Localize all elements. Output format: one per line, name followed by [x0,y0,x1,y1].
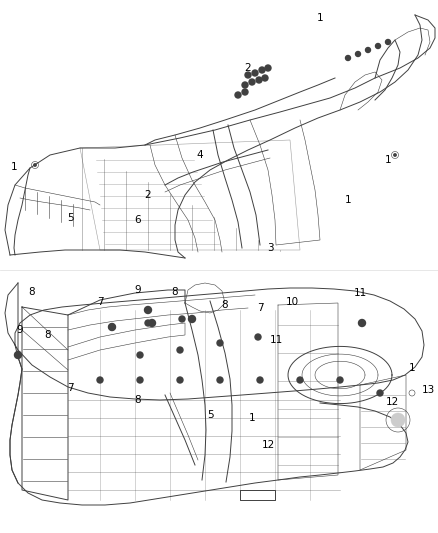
Circle shape [242,89,248,95]
Text: 8: 8 [172,287,178,297]
Circle shape [14,351,21,359]
Text: 12: 12 [261,440,275,450]
Text: 8: 8 [222,300,228,310]
Circle shape [297,377,303,383]
Circle shape [257,377,263,383]
Text: 6: 6 [135,215,141,225]
Circle shape [137,377,143,383]
Text: 10: 10 [286,297,299,307]
Circle shape [177,347,183,353]
Text: 8: 8 [135,395,141,405]
Circle shape [365,47,371,52]
Text: 11: 11 [269,335,283,345]
Circle shape [97,377,103,383]
Circle shape [179,316,185,322]
Circle shape [235,92,241,98]
Text: 13: 13 [421,385,434,395]
Circle shape [356,52,360,56]
Circle shape [346,55,350,61]
Circle shape [265,65,271,71]
Circle shape [249,79,255,85]
Circle shape [245,72,251,78]
Circle shape [137,352,143,358]
Circle shape [358,319,365,327]
Text: 5: 5 [207,410,213,420]
Circle shape [391,413,405,427]
Text: 11: 11 [353,288,367,298]
Circle shape [145,306,152,313]
Circle shape [252,70,258,76]
Circle shape [109,324,115,330]
Text: 1: 1 [385,155,391,165]
Circle shape [145,320,151,326]
Circle shape [188,316,195,322]
Circle shape [255,334,261,340]
Circle shape [148,319,155,327]
Text: 4: 4 [197,150,203,160]
Circle shape [177,377,183,383]
Text: 2: 2 [245,63,251,73]
Circle shape [259,67,265,73]
Text: 3: 3 [267,243,273,253]
Text: 8: 8 [45,330,51,340]
Text: 12: 12 [385,397,399,407]
Text: 1: 1 [11,162,18,172]
Text: 1: 1 [317,13,323,23]
Circle shape [217,377,223,383]
Text: 5: 5 [67,213,73,223]
Circle shape [394,154,396,156]
Text: 7: 7 [257,303,263,313]
Circle shape [385,39,391,44]
Circle shape [242,82,248,88]
Text: 9: 9 [135,285,141,295]
Text: 1: 1 [409,363,415,373]
Circle shape [256,77,262,83]
Circle shape [375,44,381,49]
Text: 7: 7 [97,297,103,307]
Circle shape [262,75,268,81]
Text: 1: 1 [345,195,351,205]
Text: 9: 9 [17,325,23,335]
Text: 1: 1 [249,413,255,423]
Text: 7: 7 [67,383,73,393]
Circle shape [377,390,383,396]
Circle shape [337,377,343,383]
Circle shape [109,324,116,330]
Text: 2: 2 [145,190,151,200]
Circle shape [34,164,36,166]
Circle shape [217,340,223,346]
Text: 8: 8 [28,287,35,297]
